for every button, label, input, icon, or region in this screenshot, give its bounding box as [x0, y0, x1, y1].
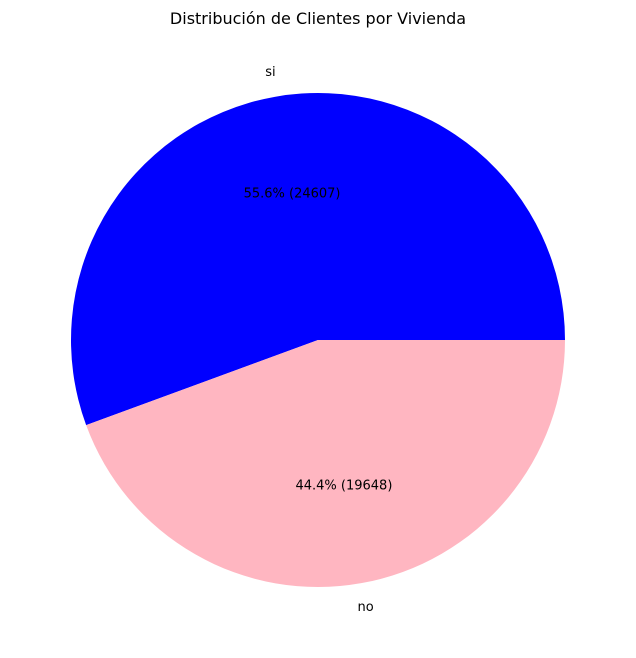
pie-slice-no	[86, 340, 565, 587]
chart-title: Distribución de Clientes por Vivienda	[170, 9, 466, 28]
pie-slices	[70, 92, 566, 587]
slice-percent-no: 44.4% (19648)	[295, 478, 392, 493]
slice-percent-si: 55.6% (24607)	[244, 187, 341, 202]
pie-labels: si 55.6% (24607) no 44.4% (19648)	[244, 65, 393, 615]
slice-label-no: no	[357, 600, 373, 615]
pie-slice-si	[70, 92, 566, 426]
slice-label-si: si	[265, 65, 275, 80]
